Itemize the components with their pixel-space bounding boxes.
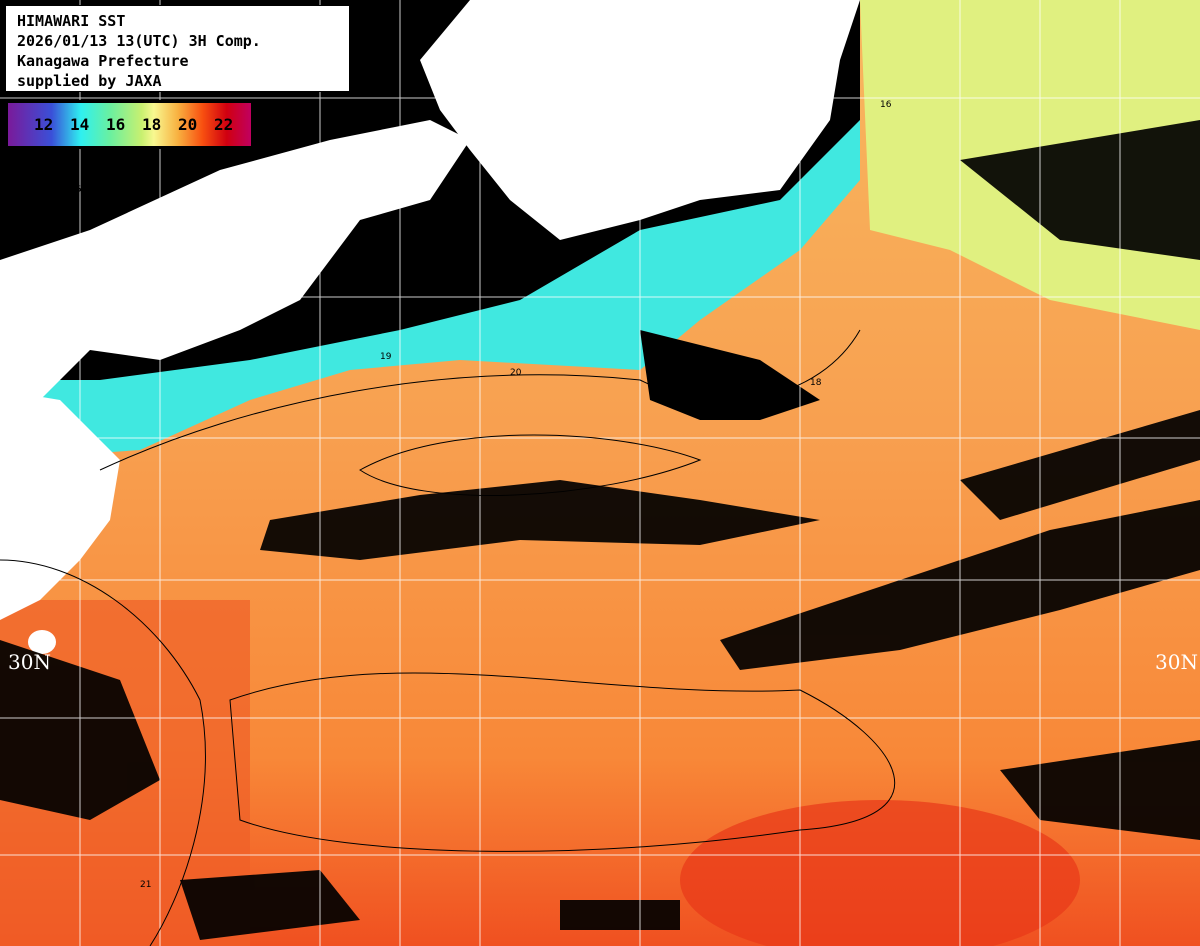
legend-tick: 14 xyxy=(70,115,90,134)
warm-sea-se xyxy=(680,800,1080,946)
isotherms xyxy=(0,329,895,946)
title-box: HIMAWARI SST 2026/01/13 13(UTC) 3H Comp.… xyxy=(5,5,350,92)
land-west xyxy=(0,120,470,420)
legend-tick: 12 xyxy=(34,115,54,134)
latitude-label-right: 30N xyxy=(1155,650,1198,674)
latitude-label-upper: 33 xyxy=(10,372,28,388)
legend-tick: 22 xyxy=(214,115,234,134)
longitude-label: 136E xyxy=(482,0,506,44)
latitude-label-left: 30N xyxy=(8,650,51,674)
legend-tick: 18 xyxy=(142,115,162,134)
title: HIMAWARI SST xyxy=(17,12,126,30)
legend-tick: 20 xyxy=(178,115,198,134)
organization: Kanagawa Prefecture xyxy=(17,52,189,70)
timestamp: 2026/01/13 13(UTC) 3H Comp. xyxy=(17,32,261,50)
legend-tick: 16 xyxy=(106,115,126,134)
data-source: supplied by JAXA xyxy=(17,72,162,90)
land-island xyxy=(28,630,56,654)
cloud-bay xyxy=(640,330,820,420)
color-scale-legend: 12 14 16 18 20 22 xyxy=(5,100,254,149)
